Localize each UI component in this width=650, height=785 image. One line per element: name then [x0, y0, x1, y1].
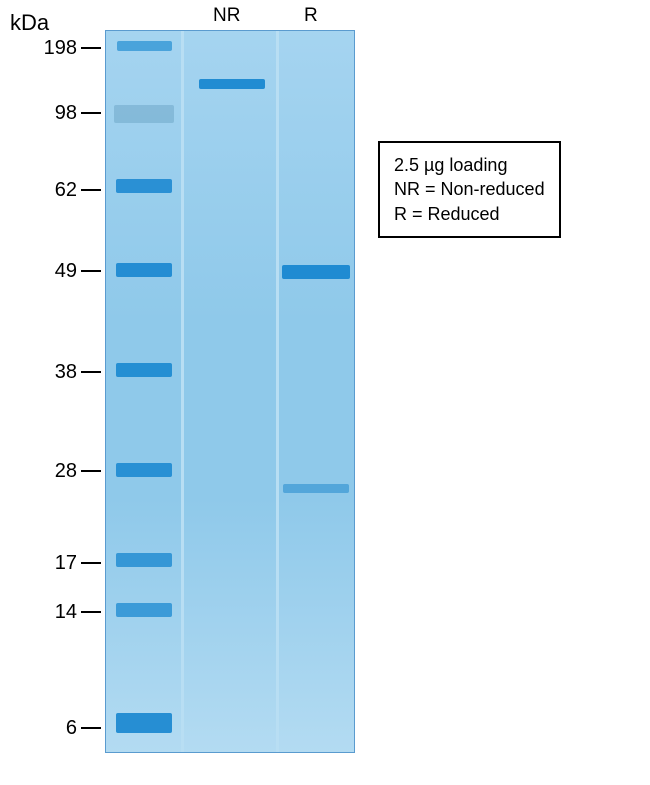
- sample-band: [199, 79, 265, 89]
- mw-tick-line: [81, 189, 101, 191]
- mw-tick-label: 62: [39, 179, 77, 202]
- mw-tick: 62: [39, 180, 101, 200]
- mw-tick: 98: [39, 103, 101, 123]
- legend-line: 2.5 µg loading: [394, 153, 545, 177]
- lane-divider: [276, 31, 279, 752]
- ladder-band: [114, 105, 174, 123]
- mw-tick-label: 14: [39, 601, 77, 624]
- legend-line: NR = Non-reduced: [394, 177, 545, 201]
- mw-tick-line: [81, 112, 101, 114]
- mw-tick-label: 49: [39, 260, 77, 283]
- mw-tick-line: [81, 611, 101, 613]
- mw-tick-label: 38: [39, 361, 77, 384]
- mw-tick: 6: [39, 718, 101, 738]
- mw-tick-line: [81, 562, 101, 564]
- lane-divider: [181, 31, 184, 752]
- ladder-band: [116, 363, 172, 377]
- lane-label-nr: NR: [213, 5, 240, 27]
- mw-tick-label: 198: [39, 37, 77, 60]
- lane-label-r: R: [304, 5, 318, 27]
- axis-label-kda: kDa: [10, 10, 49, 36]
- mw-tick-line: [81, 470, 101, 472]
- sample-band: [282, 265, 350, 279]
- mw-tick-line: [81, 371, 101, 373]
- legend-box: 2.5 µg loadingNR = Non-reducedR = Reduce…: [378, 141, 561, 238]
- ladder-band: [117, 41, 172, 51]
- mw-tick: 49: [39, 261, 101, 281]
- legend-line: R = Reduced: [394, 202, 545, 226]
- mw-tick-label: 98: [39, 102, 77, 125]
- mw-tick: 28: [39, 461, 101, 481]
- ladder-band: [116, 263, 172, 277]
- mw-tick-label: 17: [39, 552, 77, 575]
- mw-tick: 38: [39, 362, 101, 382]
- ladder-band: [116, 603, 172, 617]
- ladder-band: [116, 179, 172, 193]
- mw-tick-line: [81, 47, 101, 49]
- gel-image: [105, 30, 355, 753]
- ladder-band: [116, 463, 172, 477]
- ladder-band: [116, 553, 172, 567]
- mw-tick-line: [81, 727, 101, 729]
- ladder-band: [116, 713, 172, 733]
- mw-tick: 17: [39, 553, 101, 573]
- lane-labels: NR R: [105, 5, 355, 30]
- mw-tick-label: 6: [39, 717, 77, 740]
- mw-tick-line: [81, 270, 101, 272]
- mw-tick: 14: [39, 602, 101, 622]
- sample-band: [283, 484, 349, 493]
- mw-tick-label: 28: [39, 460, 77, 483]
- mw-tick: 198: [39, 38, 101, 58]
